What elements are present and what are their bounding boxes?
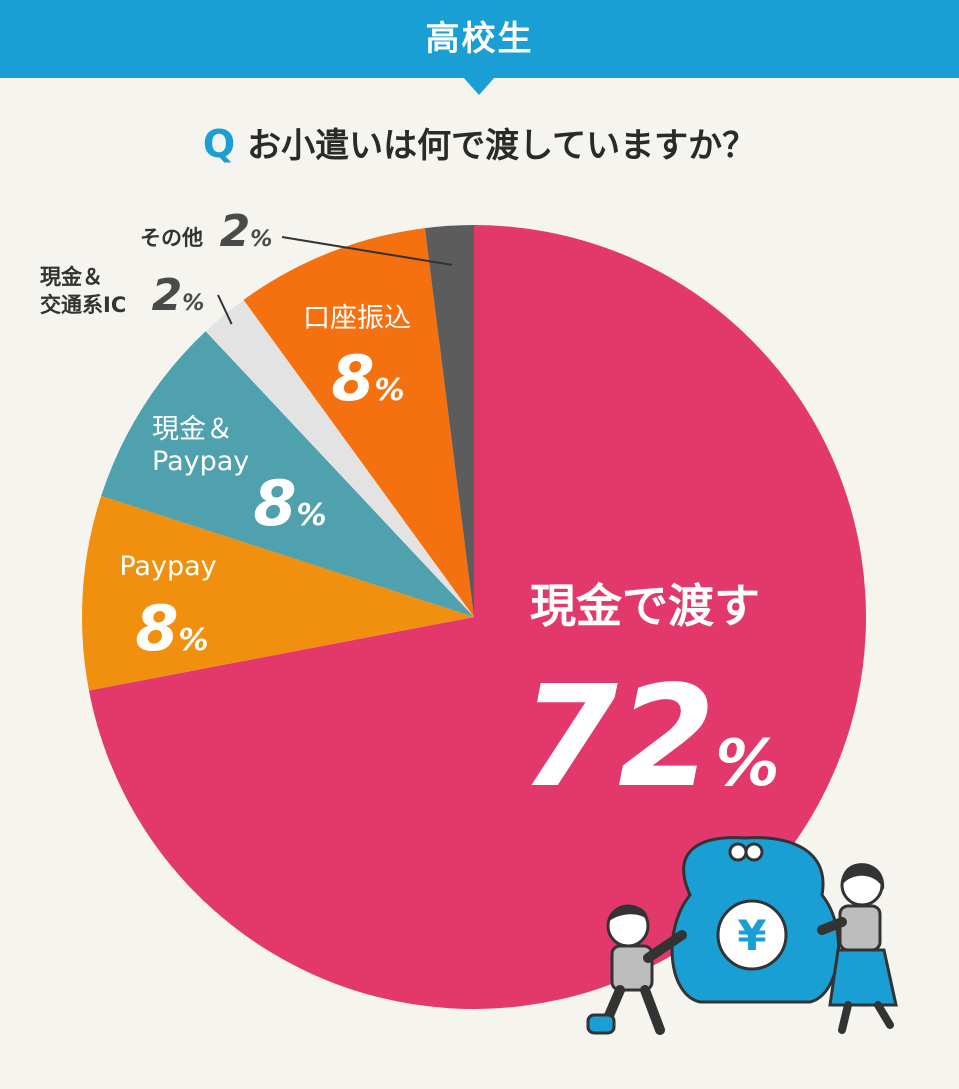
pie-slice-2 — [101, 331, 474, 617]
label-cash-value: 72% — [521, 656, 780, 819]
pie-slices — [81, 225, 867, 1009]
label-cash-value-unit: % — [715, 727, 779, 801]
label-other-value-number: 2 — [220, 206, 251, 257]
wallet-clasp-right — [744, 842, 764, 862]
label-bank-value-unit: % — [375, 373, 405, 408]
label-paypay-name: Paypay — [119, 551, 216, 582]
label-other-value: 2% — [220, 206, 273, 257]
pie-slice-1 — [81, 495, 474, 691]
label-cash-ic-name-1: 現金＆ — [40, 265, 103, 289]
girl-arm — [817, 917, 847, 935]
boy-shoe — [586, 1013, 616, 1035]
wallet-coin — [716, 899, 788, 971]
label-bank-value-number: 8 — [331, 342, 374, 415]
label-other-value-unit: % — [250, 227, 272, 252]
label-paypay-value-number: 8 — [135, 592, 178, 665]
slice-labels: 現金で渡す72%Paypay8%現金＆Paypay8%口座振込8%現金＆交通系I… — [40, 206, 779, 819]
wallet-illustration: ¥ — [586, 836, 898, 1035]
pie-slice-5 — [424, 225, 474, 617]
label-other-name: その他 — [140, 226, 203, 250]
boy-body — [610, 944, 654, 992]
girl-hair — [841, 863, 885, 890]
label-paypay-value-unit: % — [179, 623, 209, 658]
pie-slice-3 — [205, 299, 474, 617]
question-text: お小遣いは何で渡していますか？ — [247, 126, 757, 166]
leader-other — [281, 236, 453, 266]
label-cash-name: 現金で渡す — [530, 579, 760, 633]
label-cash-ic-value-unit: % — [182, 291, 204, 316]
header-bar — [0, 0, 959, 78]
label-bank-value: 8% — [331, 342, 404, 415]
label-cash-paypay-value: 8% — [253, 467, 326, 540]
label-cash-paypay-value-unit: % — [297, 498, 327, 533]
label-cash-ic-value-number: 2 — [152, 270, 183, 321]
leader-cash-ic — [217, 294, 233, 325]
yen-icon: ¥ — [737, 911, 766, 960]
wallet-clasp-left — [728, 842, 748, 862]
girl-top — [838, 904, 882, 952]
label-cash-paypay-name-1: 現金＆ — [152, 414, 233, 445]
label-cash-ic-name-2: 交通系IC — [40, 293, 126, 317]
pie-slice-4 — [243, 228, 474, 617]
leader-lines — [217, 236, 453, 325]
header-notch — [463, 77, 495, 95]
label-cash-ic-value: 2% — [152, 270, 205, 321]
question-title: Q お小遣いは何で渡していますか？ — [0, 118, 959, 167]
boy-hair — [608, 905, 648, 922]
label-bank-name: 口座振込 — [303, 303, 411, 334]
label-cash-paypay-name-2: Paypay — [152, 446, 249, 477]
header-title: 高校生 — [425, 19, 534, 59]
girl-legs — [838, 1001, 894, 1034]
girl-skirt — [828, 948, 898, 1007]
boy-arm — [643, 930, 687, 963]
label-paypay-value: 8% — [135, 592, 208, 665]
pie-slice-0 — [88, 225, 867, 1009]
label-cash-value-number: 72 — [521, 656, 716, 819]
label-cash-paypay-value-number: 8 — [253, 467, 296, 540]
question-mark: Q — [202, 122, 236, 166]
